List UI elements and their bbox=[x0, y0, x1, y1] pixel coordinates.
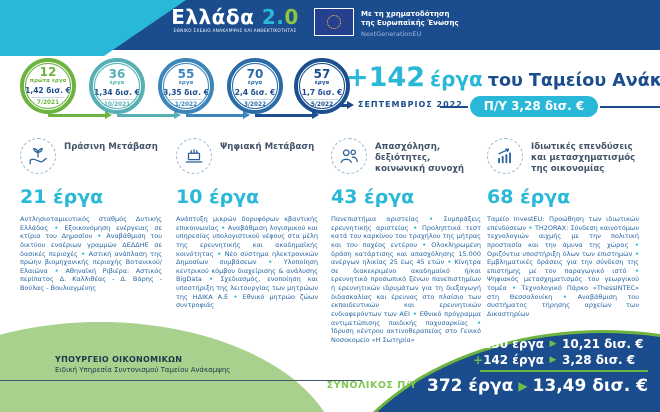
milestone-count: 12 bbox=[39, 65, 57, 79]
milestone-count: 70 bbox=[246, 67, 264, 81]
growth-chart-icon bbox=[487, 138, 523, 174]
laptop-network-icon bbox=[176, 138, 212, 174]
hand-plant-icon bbox=[20, 138, 56, 174]
pillar-header: Ιδιωτικές επενδύσεις και μετασχηματισμός… bbox=[487, 138, 639, 182]
footer-divider-line bbox=[0, 380, 362, 381]
pillar-header: Απασχόληση, δεξιότητες, κοινωνική συνοχή bbox=[331, 138, 481, 182]
eu-funding-block: Με τη χρηματοδότηση της Ευρωπαϊκής Ένωση… bbox=[314, 8, 459, 39]
ministry-block: ΥΠΟΥΡΓΕΙΟ ΟΙΚΟΝΟΜΙΚΩΝ Ειδική Υπηρεσία Συ… bbox=[55, 355, 230, 374]
milestone-label: έργα bbox=[314, 80, 330, 86]
milestone-label: έργα bbox=[109, 80, 125, 86]
divider-line bbox=[440, 105, 468, 108]
milestone-circle-4: 70 έργα 2,4 δισ. € 3/2022 bbox=[227, 58, 283, 114]
pillar-title: Απασχόληση, δεξιότητες, κοινωνική συνοχή bbox=[375, 142, 465, 175]
milestone-count: 55 bbox=[177, 67, 195, 81]
milestone-amount: 3,35 δισ. € bbox=[163, 87, 209, 97]
triangle-arrow-icon: ▶ bbox=[549, 339, 557, 349]
pillar-header: Ψηφιακή Μετάβαση bbox=[176, 138, 318, 182]
timeline-arrow-1 bbox=[48, 111, 112, 119]
pillar-project-count: 43 έργα bbox=[331, 186, 415, 208]
milestone-circle-3: 55 έργα 3,35 δισ. € 1/2022 bbox=[158, 58, 214, 114]
triangle-arrow-icon: ▶ bbox=[518, 378, 528, 393]
summary-total-divider bbox=[480, 370, 648, 372]
timeline-arrow-2 bbox=[117, 111, 181, 119]
pillar-project-count: 21 έργα bbox=[20, 186, 104, 208]
ministry-name: ΥΠΟΥΡΓΕΙΟ ΟΙΚΟΝΟΜΙΚΩΝ bbox=[55, 355, 183, 364]
summary-amount: 3,28 δισ. € bbox=[562, 353, 636, 367]
pillar-employment-skills: Απασχόληση, δεξιότητες, κοινωνική συνοχή… bbox=[331, 138, 481, 345]
pillar-project-list: Αντλησιοταμιευτικός σταθμός Δυτικής Ελλά… bbox=[20, 215, 163, 293]
eu-stars-icon bbox=[327, 15, 341, 29]
timeline-arrow-4 bbox=[255, 111, 319, 119]
summary-projects-value: 142 έργα bbox=[483, 353, 544, 367]
pillar-header: Πράσινη Μετάβαση bbox=[20, 138, 162, 182]
divider-line bbox=[600, 105, 660, 108]
milestone-amount: 1,34 δισ. € bbox=[94, 87, 140, 97]
eu-funding-line2: της Ευρωπαϊκής Ένωσης bbox=[361, 19, 459, 28]
milestone-date: 1/2022 bbox=[169, 98, 203, 108]
milestone-amount: 1,42 δισ. € bbox=[25, 85, 71, 95]
logo-version-green: 0 bbox=[284, 5, 299, 29]
logo-version-blue: 2. bbox=[261, 5, 285, 29]
period-label: ΣΕΠΤΕΜΒΡΙΟΣ 2022 bbox=[358, 100, 463, 109]
summary-total-row: ΣΥΝΟΛΙΚΟΣ Π/Υ 372 έργα ▶ 13,49 δισ. € bbox=[327, 375, 648, 396]
pillar-project-list: Ανάπτυξη μικρών δορυφόρων κβαντικής επικ… bbox=[176, 215, 319, 310]
pillar-title: Πράσινη Μετάβαση bbox=[64, 142, 158, 152]
logo-subtitle: ΕΘΝΙΚΟ ΣΧΕΔΙΟ ΑΝΑΚΑΜΨΗΣ ΚΑΙ ΑΝΘΕΚΤΙΚΟΤΗΤ… bbox=[173, 29, 297, 34]
milestone-amount: 1,7 δισ. € bbox=[301, 87, 343, 97]
pillar-digital-transition: Ψηφιακή Μετάβαση 10 έργα Ανάπτυξη μικρών… bbox=[176, 138, 318, 310]
pillar-green-transition: Πράσινη Μετάβαση 21 έργα Αντλησιοταμιευτ… bbox=[20, 138, 162, 293]
headline-count: +142 bbox=[346, 62, 425, 93]
milestone-date: 5/2022 bbox=[305, 98, 339, 108]
milestone-label: έργα bbox=[178, 80, 194, 86]
headline-rest: του Ταμείου Ανάκαμψης bbox=[487, 71, 660, 91]
timeline-arrow-3 bbox=[186, 111, 250, 119]
pillar-project-count: 10 έργα bbox=[176, 186, 260, 208]
pillar-project-list: Ταμείο InvestEU: Προώθηση των ιδιωτικών … bbox=[487, 215, 639, 319]
milestone-amount: 2,4 δισ. € bbox=[234, 87, 276, 97]
total-budget-label: ΣΥΝΟΛΙΚΟΣ Π/Υ bbox=[326, 380, 418, 392]
eu-funding-text: Με τη χρηματοδότηση της Ευρωπαϊκής Ένωση… bbox=[361, 8, 459, 39]
milestone-count: 36 bbox=[108, 67, 126, 81]
budget-pill: Π/Υ 3,28 δισ. € bbox=[470, 96, 598, 117]
pillar-title: Ιδιωτικές επενδύσεις και μετασχηματισμός… bbox=[531, 142, 636, 175]
footer: ΥΠΟΥΡΓΕΙΟ ΟΙΚΟΝΟΜΙΚΩΝ Ειδική Υπηρεσία Συ… bbox=[0, 310, 660, 412]
summary-projects-value: 230 έργα bbox=[483, 337, 544, 351]
milestone-date: 7/2021 bbox=[31, 96, 65, 106]
headline: +142 έργα του Ταμείου Ανάκαμψης bbox=[346, 62, 660, 93]
milestone-label: πρώτα έργα bbox=[29, 78, 67, 84]
total-amount: 13,49 δισ. € bbox=[532, 375, 648, 396]
milestone-date: 3/2022 bbox=[238, 98, 272, 108]
pillar-project-count: 68 έργα bbox=[487, 186, 571, 208]
milestone-date: 10/2021 bbox=[100, 98, 134, 108]
milestone-circle-1: 12 πρώτα έργα 1,42 δισ. € 7/2021 bbox=[20, 58, 76, 114]
logo-title-text: Ελλάδα bbox=[171, 5, 255, 29]
milestone-circle-2: 36 έργα 1,34 δισ. € 10/2021 bbox=[89, 58, 145, 114]
next-generation-eu-label: NextGenerationEU bbox=[361, 29, 422, 38]
headline-count-suffix: έργα bbox=[429, 67, 483, 91]
plus-sign: + bbox=[473, 353, 484, 367]
summary-row-existing: 230 έργα ▶ 10,21 δισ. € bbox=[380, 337, 648, 351]
people-icon bbox=[331, 138, 367, 174]
budget-summary: 230 έργα ▶ 10,21 δισ. € +142 έργα ▶ 3,28… bbox=[327, 337, 648, 396]
greece-2-0-logo: Ελλάδα 2.0 ΕΘΝΙΚΟ ΣΧΕΔΙΟ ΑΝΑΚΑΜΨΗΣ ΚΑΙ Α… bbox=[166, 7, 304, 35]
summary-projects: 230 έργα bbox=[462, 337, 544, 351]
summary-row-new: +142 έργα ▶ 3,28 δισ. € bbox=[380, 353, 648, 367]
ministry-agency: Ειδική Υπηρεσία Συντονισμού Ταμείου Ανάκ… bbox=[55, 366, 231, 374]
eu-flag-icon bbox=[314, 8, 354, 36]
eu-funding-line1: Με τη χρηματοδότηση bbox=[361, 10, 450, 18]
pillar-title: Ψηφιακή Μετάβαση bbox=[220, 142, 315, 152]
pillar-project-list: Πανεπιστήμια αριστείας • Συμπράξεις ερευ… bbox=[331, 215, 482, 344]
summary-projects: +142 έργα bbox=[462, 353, 544, 367]
pillar-private-investment: Ιδιωτικές επενδύσεις και μετασχηματισμός… bbox=[487, 138, 639, 319]
milestone-circle-5: 57 έργα 1,7 δισ. € 5/2022 bbox=[294, 58, 350, 114]
triangle-arrow-icon: ▶ bbox=[549, 355, 557, 365]
milestone-label: έργα bbox=[247, 80, 263, 86]
logo-title: Ελλάδα 2.0 bbox=[166, 7, 304, 27]
total-projects: 372 έργα bbox=[427, 375, 514, 396]
milestone-count: 57 bbox=[313, 67, 331, 81]
summary-amount: 10,21 δισ. € bbox=[562, 337, 644, 351]
